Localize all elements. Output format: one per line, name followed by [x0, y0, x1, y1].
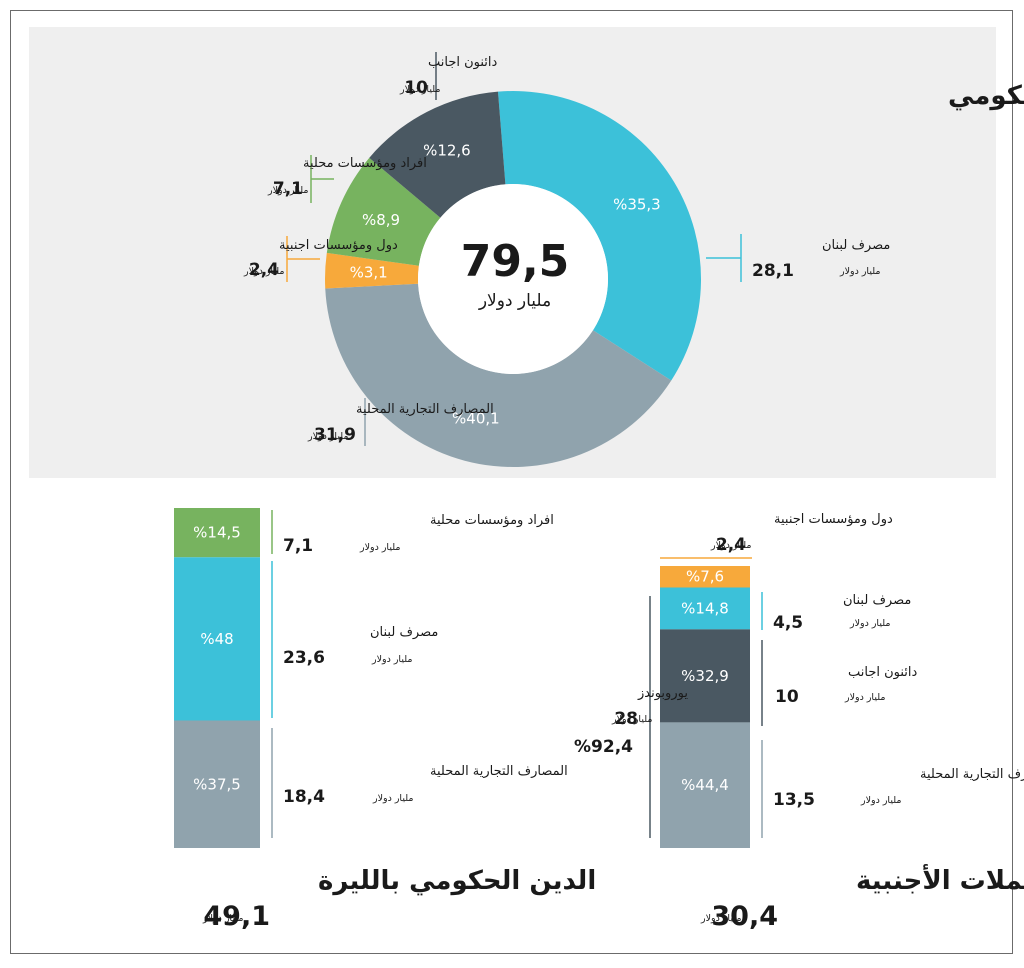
bar-fx-segment-label-commercial-banks: %44,4: [681, 776, 729, 794]
donut-hole: [418, 184, 608, 374]
lbp-unit-central-bank: مليار دولار: [371, 654, 412, 665]
bar-lbp-segment-commercial-banks: [174, 720, 260, 848]
fx-label-commercial-banks: المصارف التجارية المحلية: [920, 767, 1024, 782]
callout-value-individuals: 7,1: [273, 179, 303, 199]
fx-eurobonds-unit: مليار دولار: [611, 714, 652, 725]
callout-value-foreign-states: 2,4: [249, 260, 279, 280]
lbp-value-central-bank: 23,6: [283, 648, 325, 668]
callout-label-foreign-creditors: دائنون اجانب: [428, 55, 498, 70]
bar-lbp-segment-individuals: [174, 508, 260, 558]
callout-label-foreign-states: دول ومؤسسات اجنبية: [279, 238, 398, 253]
fx-value-foreign-states: 2,4: [716, 535, 746, 555]
lbp-value-individuals: 7,1: [283, 536, 313, 556]
bar-fx-segment-foreign-creditors: [660, 629, 750, 723]
callout-unit-commercial-banks: مليار دولار: [307, 431, 348, 442]
bar-fx-segment-label-foreign-states: %7,6: [686, 568, 724, 586]
callout-label-individuals: افراد ومؤسسات محلية: [303, 156, 427, 171]
fx-unit-foreign-states: مليار دولار: [710, 540, 751, 551]
callout-value-central-bank: 28,1: [752, 261, 794, 281]
lbp-total: 49,1: [203, 901, 270, 932]
fx-label-foreign-states: دول ومؤسسات اجنبية: [774, 512, 893, 527]
donut-slice-individuals: [326, 157, 441, 266]
donut-chart: %35,3 %40,1 %3,1 %8,9 %12,6: [325, 91, 701, 467]
donut-title: مجمل الدين الحكومي: [948, 81, 1024, 111]
callout-unit-individuals: مليار دولار: [267, 185, 308, 196]
callout-value-commercial-banks: 31,9: [314, 425, 356, 445]
bar-fx-segment-label-central-bank: %14,8: [681, 599, 729, 617]
donut-slice-label-central-bank: %35,3: [613, 196, 661, 214]
fx-value-commercial-banks: 13,5: [773, 790, 815, 810]
fx-eurobonds-value: 28: [614, 709, 638, 729]
callout-unit-foreign-creditors: مليار دولار: [399, 84, 440, 95]
bar-fx-segment-commercial-banks: [660, 722, 750, 848]
callout-unit-central-bank: مليار دولار: [839, 266, 880, 277]
fx-label-central-bank: مصرف لبنان: [843, 593, 911, 608]
donut-center-unit: مليار دولار: [478, 291, 551, 311]
fx-eurobonds-label: يوروبوندز: [637, 686, 688, 701]
lbp-label-commercial-banks: المصارف التجارية المحلية: [430, 764, 568, 779]
fx-eurobonds-percent: %92,4: [574, 737, 633, 757]
fx-value-foreign-creditors: 10: [775, 687, 799, 707]
callout-label-commercial-banks: المصارف التجارية المحلية: [356, 402, 494, 417]
bar-fx-segment-foreign-states: [660, 566, 750, 588]
donut-center-value: 79,5: [461, 236, 570, 287]
lbp-unit-individuals: مليار دولار: [359, 542, 400, 553]
fx-stacked-bar: %7,6 %14,8 %32,9 %44,4: [660, 566, 750, 848]
bar-fx-segment-central-bank: [660, 587, 750, 630]
donut-slice-foreign-states: [325, 252, 419, 289]
callout-unit-foreign-states: مليار دولار: [243, 266, 284, 277]
fx-total-unit: مليار دولار: [700, 913, 741, 924]
bar-lbp-segment-central-bank: [174, 557, 260, 721]
lbp-title: الدين الحكومي بالليرة: [318, 866, 596, 896]
donut-slice-label-foreign-states: %3,1: [350, 264, 388, 282]
lbp-unit-commercial-banks: مليار دولار: [372, 793, 413, 804]
donut-slice-label-individuals: %8,9: [362, 211, 400, 229]
bar-lbp-segment-label-central-bank: %48: [200, 630, 233, 648]
donut-slice-label-foreign-creditors: %12,6: [423, 142, 471, 160]
lbp-label-central-bank: مصرف لبنان: [370, 625, 438, 640]
lbp-value-commercial-banks: 18,4: [283, 787, 325, 807]
fx-total: 30,4: [711, 901, 778, 932]
lbp-stacked-bar: %14,5 %48 %37,5: [174, 508, 260, 848]
figure-frame: [10, 10, 1013, 954]
lbp-total-unit: مليار دولار: [202, 913, 243, 924]
donut-slice-label-commercial-banks: %40,1: [452, 410, 500, 428]
fx-unit-central-bank: مليار دولار: [849, 618, 890, 629]
fx-title: الدين الحكومي بالعملات الأجنبية: [856, 864, 1024, 896]
fx-label-foreign-creditors: دائنون اجانب: [848, 665, 918, 680]
fx-value-central-bank: 4,5: [773, 613, 803, 633]
bar-lbp-segment-label-individuals: %14,5: [193, 524, 241, 542]
callout-value-foreign-creditors: 10: [404, 78, 428, 98]
fx-unit-commercial-banks: مليار دولار: [860, 795, 901, 806]
donut-slice-foreign-creditors: [369, 91, 506, 218]
lbp-label-individuals: افراد ومؤسسات محلية: [430, 513, 554, 528]
bar-fx-segment-label-foreign-creditors: %32,9: [681, 667, 729, 685]
bar-lbp-segment-label-commercial-banks: %37,5: [193, 775, 241, 793]
fx-unit-foreign-creditors: مليار دولار: [844, 692, 885, 703]
donut-slice-central-bank: [497, 91, 701, 381]
donut-slice-commercial-banks: [325, 283, 672, 467]
callout-label-central-bank: مصرف لبنان: [822, 238, 890, 253]
